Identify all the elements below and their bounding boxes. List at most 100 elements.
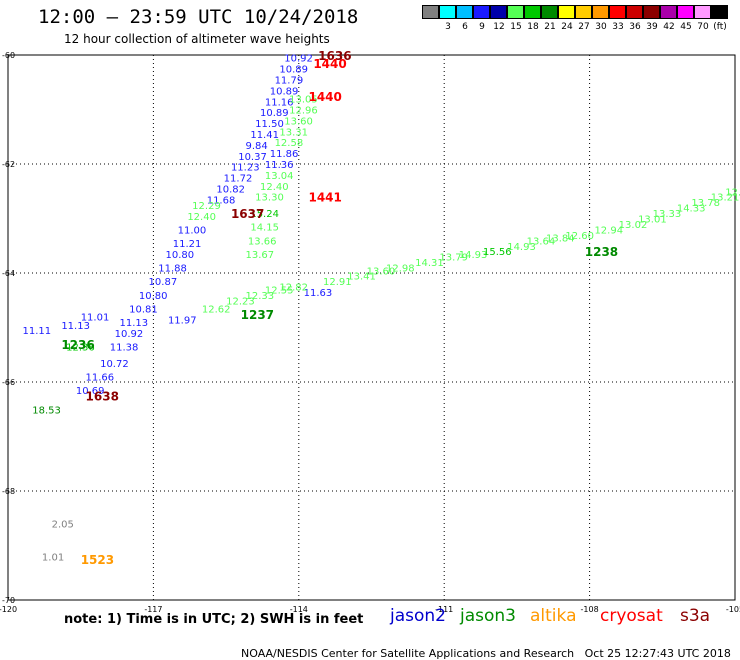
- color-swatch: [558, 5, 575, 19]
- swh-value-label: 10.80: [166, 250, 195, 261]
- swh-value-label: 12.36: [66, 343, 95, 354]
- pass-time-label: 1237: [241, 308, 274, 322]
- satellite-jason2: jason2: [390, 606, 446, 626]
- color-swatch: [677, 5, 694, 19]
- pass-time-label: 1238: [585, 245, 618, 259]
- footer-credit: NOAA/NESDIS Center for Satellite Applica…: [234, 634, 731, 660]
- satellite-altika: altika: [530, 606, 577, 626]
- swh-value-label: 11.36: [265, 160, 294, 171]
- color-swatch: [694, 5, 711, 19]
- swh-value-label: 11.21: [173, 239, 202, 250]
- swh-value-label: 11.41: [250, 130, 279, 141]
- swh-value-label: 11.97: [168, 315, 197, 326]
- swh-value-label: 13.41: [347, 272, 376, 283]
- swh-value-label: 13.79: [439, 253, 468, 264]
- swh-value-label: 10.72: [100, 359, 129, 370]
- lon-tick-label: -120: [0, 605, 17, 614]
- color-scale-tick: 27: [578, 22, 590, 32]
- credit-text: NOAA/NESDIS Center for Satellite Applica…: [241, 647, 575, 660]
- color-scale-tick: 12: [493, 22, 505, 32]
- swh-value-label: 13.67: [245, 250, 274, 261]
- color-scale-tick: 15: [510, 22, 522, 32]
- swh-value-label: 10.87: [149, 277, 178, 288]
- color-scale-tick: 6: [462, 22, 468, 32]
- swh-value-label: 12.62: [202, 304, 231, 315]
- color-swatch: [541, 5, 558, 19]
- color-scale-tick: 18: [527, 22, 539, 32]
- swh-value-label: 11.00: [178, 225, 207, 236]
- swh-value-label: 10.89: [270, 86, 299, 97]
- swh-value-label: 11.16: [265, 97, 294, 108]
- color-scale-tick: 39: [646, 22, 658, 32]
- color-swatch: [626, 5, 643, 19]
- swh-value-label: 12.94: [594, 225, 623, 236]
- swh-value-label: 15.56: [483, 247, 512, 258]
- swh-value-label: 13.60: [284, 116, 313, 127]
- lat-tick-label: -62: [2, 160, 15, 169]
- swh-value-label: 10.89: [279, 65, 308, 76]
- swh-value-label: 13.30: [255, 193, 284, 204]
- color-scale-tick: 3: [445, 22, 451, 32]
- swh-value-label: 12.55: [265, 285, 294, 296]
- swh-value-label: 11.66: [86, 373, 115, 384]
- swh-value-label: 11.63: [304, 288, 333, 299]
- swh-value-label: 13.04: [265, 171, 294, 182]
- swh-value-label: 12.98: [386, 264, 415, 275]
- lat-tick-label: -66: [2, 378, 15, 387]
- color-swatch: [575, 5, 592, 19]
- satellite-s3a: s3a: [680, 606, 711, 626]
- swh-value-label: 11.50: [255, 119, 284, 130]
- satellite-cryosat: cryosat: [600, 606, 663, 626]
- color-swatch: [643, 5, 660, 19]
- map-subtitle: 12 hour collection of altimeter wave hei…: [64, 32, 330, 46]
- swh-value-label: 10.89: [260, 108, 289, 119]
- pass-time-label: 1523: [81, 553, 114, 567]
- swh-value-label: 12.40: [187, 212, 216, 223]
- swh-value-label: 14.93: [507, 242, 536, 253]
- swh-value-label: 11.68: [207, 195, 236, 206]
- lat-tick-label: -64: [2, 269, 15, 278]
- color-swatch: [711, 5, 728, 19]
- swh-value-label: 13.84: [546, 234, 575, 245]
- swh-value-label: 11.13: [61, 321, 90, 332]
- map-ticks: -60 -62 -64 -66 -68 -70-120 -117 -114 -111 -108 -1…: [0, 51, 740, 614]
- swh-value-label: 12.33: [245, 291, 274, 302]
- color-swatch: [422, 5, 439, 19]
- swh-value-label: 14.33: [677, 204, 706, 215]
- swh-value-label: 13.02: [619, 220, 648, 231]
- swh-labels: 10.9210.8911.7910.8911.1610.8911.5011.41…: [23, 54, 740, 564]
- swh-value-label: 13.01: [638, 215, 667, 226]
- lon-tick-label: -105: [726, 605, 740, 614]
- pass-time-label: 1636: [318, 49, 351, 63]
- swh-value-label: 13.31: [279, 127, 308, 138]
- lat-tick-label: -68: [2, 487, 15, 496]
- color-swatch: [524, 5, 541, 19]
- color-swatch: [592, 5, 609, 19]
- swh-value-label: 10.80: [139, 291, 168, 302]
- color-swatch: [609, 5, 626, 19]
- lon-tick-label: -114: [290, 605, 308, 614]
- swh-value-label: 13.60: [367, 266, 396, 277]
- lat-tick-label: -60: [2, 51, 15, 60]
- swh-value-label: 10.37: [238, 152, 267, 163]
- swh-value-label: 11.01: [81, 313, 110, 324]
- color-swatch: [473, 5, 490, 19]
- lon-tick-label: -108: [581, 605, 599, 614]
- swh-value-label: 11.72: [224, 174, 253, 185]
- swh-value-label: 12.96: [289, 106, 318, 117]
- color-swatch: [660, 5, 677, 19]
- credit-timestamp: Oct 25 12:27:43 UTC 2018: [584, 647, 731, 660]
- swh-value-label: 12.82: [279, 283, 308, 294]
- satellite-jason3: jason3: [460, 606, 516, 626]
- swh-value-label: 2.05: [52, 520, 74, 531]
- swh-value-label: 12.29: [192, 201, 221, 212]
- color-scale-tick: 70: [697, 22, 709, 32]
- color-scale-tick: 9: [479, 22, 485, 32]
- swh-value-label: 12.87: [725, 187, 740, 198]
- swh-value-label: 18.53: [32, 405, 61, 416]
- pass-time-label: 1440: [308, 90, 341, 104]
- swh-value-label: 12.23: [226, 296, 255, 307]
- swh-value-label: 10.69: [76, 386, 105, 397]
